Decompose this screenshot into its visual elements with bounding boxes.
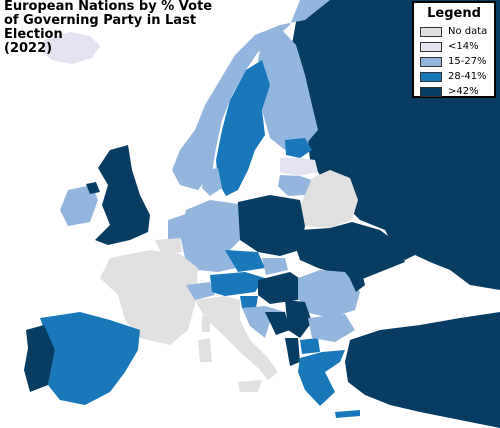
legend: Legend No data <14% 15-27% 28-41% >42% (412, 1, 496, 98)
legend-title: Legend (427, 6, 481, 21)
legend-label: 15-27% (448, 56, 487, 67)
region-crete (335, 410, 360, 418)
region-lithuania (278, 175, 312, 196)
legend-item: <14% (414, 39, 494, 54)
region-sweden (216, 60, 270, 196)
legend-swatch (420, 56, 442, 67)
region-switzerland (186, 282, 215, 300)
legend-swatch (420, 86, 442, 97)
black-sea (362, 288, 470, 322)
region-norway (172, 0, 330, 190)
region-greece (298, 350, 345, 406)
region-belgium (155, 238, 182, 255)
region-finland (258, 30, 318, 150)
legend-label: >42% (448, 86, 479, 97)
region-sardinia (198, 338, 212, 362)
region-portugal (24, 325, 55, 392)
region-estonia (285, 138, 312, 158)
region-latvia (280, 158, 318, 176)
map-title: European Nations by % Vote of Governing … (4, 0, 213, 56)
region-northern-ireland (86, 182, 100, 194)
region-denmark (202, 168, 222, 196)
region-serbia (285, 300, 312, 338)
region-ukraine (296, 222, 405, 280)
region-spain (40, 312, 140, 405)
legend-swatch (420, 26, 442, 37)
region-bosnia (265, 312, 290, 335)
legend-item: No data (414, 24, 494, 39)
region-cyprus (465, 406, 486, 416)
region-austria (210, 272, 265, 296)
region-poland (236, 195, 305, 256)
region-slovakia (262, 258, 288, 275)
region-corsica (202, 316, 210, 332)
region-north-macedonia (300, 338, 320, 354)
region-ireland (60, 185, 98, 226)
region-sicily (238, 380, 262, 392)
region-romania (298, 270, 360, 318)
region-france (100, 250, 198, 345)
legend-item: 15-27% (414, 54, 494, 69)
region-hungary (258, 272, 305, 304)
region-bulgaria (308, 314, 355, 342)
region-italy (195, 296, 278, 380)
legend-label: No data (448, 26, 488, 37)
legend-swatch (420, 71, 442, 82)
region-moldova (345, 265, 365, 292)
legend-label: <14% (448, 41, 479, 52)
region-turkey (345, 312, 500, 428)
region-iceland (40, 32, 100, 64)
legend-item: 28-41% (414, 69, 494, 84)
region-great-britain (95, 145, 150, 245)
region-slovenia (240, 296, 258, 308)
region-belarus (300, 170, 358, 228)
legend-label: 28-41% (448, 71, 487, 82)
legend-item: >42% (414, 84, 494, 99)
region-czechia (225, 250, 265, 272)
legend-swatch (420, 41, 442, 52)
region-netherlands (168, 214, 186, 240)
region-albania (285, 338, 300, 366)
region-germany (180, 200, 240, 272)
